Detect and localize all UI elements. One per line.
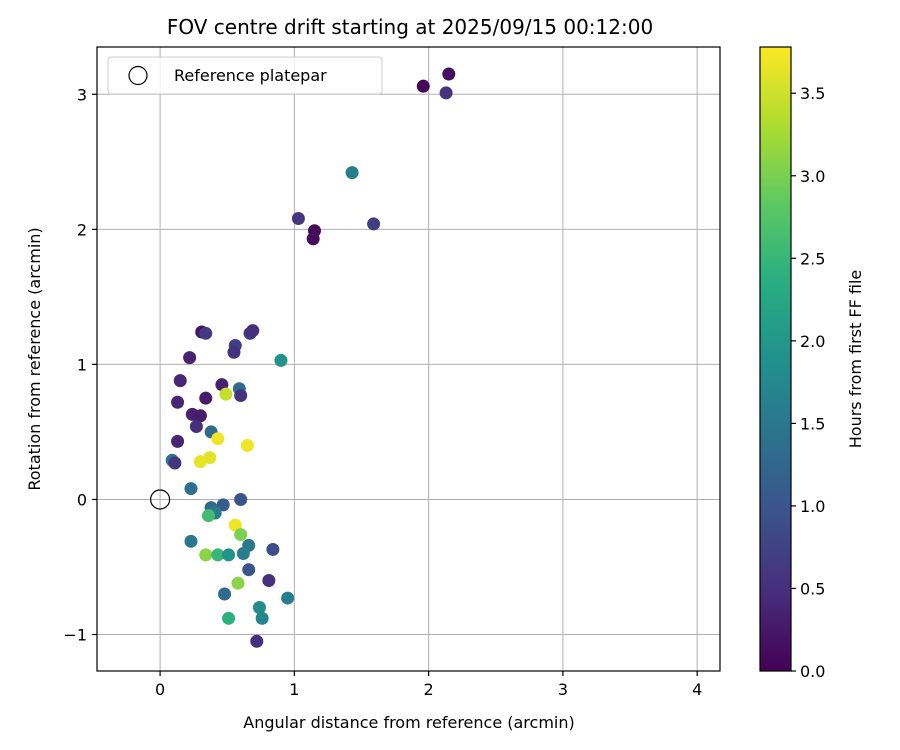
reference-marker-layer (150, 489, 171, 510)
scatter-point-33 (168, 456, 182, 470)
scatter-point-47 (222, 548, 236, 562)
y-tick-label-4: 3 (77, 85, 87, 104)
scatter-points (165, 67, 456, 648)
colorbar-tick-label-1: 0.5 (800, 579, 825, 598)
colorbar-label: Hours from first FF file (846, 270, 865, 449)
colorbar-tick-label-7: 3.5 (800, 84, 825, 103)
scatter-point-28 (171, 434, 185, 448)
y-tick-label-1: 0 (77, 490, 87, 509)
grid (97, 47, 720, 671)
y-axis-label: Rotation from reference (arcmin) (25, 227, 44, 490)
scatter-point-2 (439, 86, 453, 100)
scatter-point-56 (255, 611, 269, 625)
scatter-point-53 (281, 591, 295, 605)
scatter-point-6 (306, 232, 320, 246)
x-tick-label-3: 3 (558, 680, 568, 699)
scatter-point-35 (234, 492, 248, 506)
scatter-point-55 (222, 611, 236, 625)
scatter-point-4 (291, 212, 305, 226)
x-tick-label-2: 2 (424, 680, 434, 699)
scatter-point-14 (183, 351, 197, 365)
scatter-point-11 (246, 324, 260, 338)
scatter-point-37 (216, 498, 230, 512)
legend-box (107, 56, 383, 95)
scatter-point-3 (345, 166, 359, 180)
x-tick-label-0: 0 (155, 680, 165, 699)
colorbar-tick-label-0: 0.0 (800, 662, 825, 681)
colorbar-tick-label-4: 2.0 (800, 332, 825, 351)
scatter-point-29 (240, 438, 254, 452)
plot-frame (96, 46, 721, 672)
scatter-point-27 (211, 432, 225, 446)
x-axis-ticks: 0 1 2 3 4 (155, 671, 702, 699)
scatter-point-40 (228, 518, 242, 532)
scatter-point-34 (184, 482, 198, 496)
colorbar-tick-label-6: 3.0 (800, 167, 825, 186)
scatter-point-16 (173, 374, 187, 388)
colorbar: 0.0 0.5 1.0 1.5 2.0 2.5 3.0 3.5 Hours from firs… (759, 46, 865, 681)
colorbar-tick-label-3: 1.5 (800, 414, 825, 433)
scatter-point-21 (171, 395, 185, 409)
scatter-point-20 (219, 387, 233, 401)
scatter-point-22 (199, 391, 213, 405)
y-tick-label-2: 1 (77, 355, 87, 374)
scatter-point-48 (236, 546, 250, 560)
colorbar-gradient (760, 47, 791, 671)
scatter-point-9 (199, 326, 213, 340)
scatter-point-57 (250, 634, 264, 648)
scatter-point-13 (227, 345, 241, 359)
scatter-point-45 (199, 548, 213, 562)
scatter-point-44 (266, 542, 280, 556)
scatter-point-15 (274, 353, 288, 367)
x-tick-label-4: 4 (692, 680, 702, 699)
scatter-point-42 (184, 534, 198, 548)
scatter-point-31 (193, 455, 207, 469)
y-axis-ticks: −1 0 1 2 3 (63, 85, 97, 645)
colorbar-tick-label-2: 1.0 (800, 497, 825, 516)
x-tick-label-1: 1 (289, 680, 299, 699)
colorbar-frame (759, 46, 792, 672)
scatter-point-49 (242, 563, 256, 577)
x-axis-label: Angular distance from reference (arcmin) (243, 713, 574, 732)
scatter-point-25 (189, 420, 203, 434)
y-tick-label-0: −1 (63, 626, 87, 645)
scatter-point-50 (262, 574, 276, 588)
colorbar-tick-label-5: 2.5 (800, 249, 825, 268)
scatter-point-19 (234, 388, 248, 402)
scatter-point-51 (231, 576, 245, 590)
reference-platepar-marker (150, 489, 171, 510)
scatter-point-52 (218, 587, 232, 601)
legend-reference-marker (128, 65, 148, 86)
scatter-point-7 (367, 217, 381, 231)
scatter-point-54 (252, 601, 266, 615)
legend: Reference platepar (107, 56, 383, 95)
legend-label: Reference platepar (174, 66, 327, 85)
scatter-point-41 (234, 528, 248, 542)
scatter-point-46 (211, 548, 225, 562)
scatter-point-0 (416, 79, 430, 93)
chart-title: FOV centre drift starting at 2025/09/15 … (167, 15, 653, 39)
y-tick-label-3: 2 (77, 220, 87, 239)
colorbar-ticks: 0.0 0.5 1.0 1.5 2.0 2.5 3.0 3.5 (791, 84, 825, 681)
scatter-point-24 (193, 409, 207, 423)
scatter-point-39 (201, 509, 215, 523)
scatter-point-1 (442, 67, 456, 81)
